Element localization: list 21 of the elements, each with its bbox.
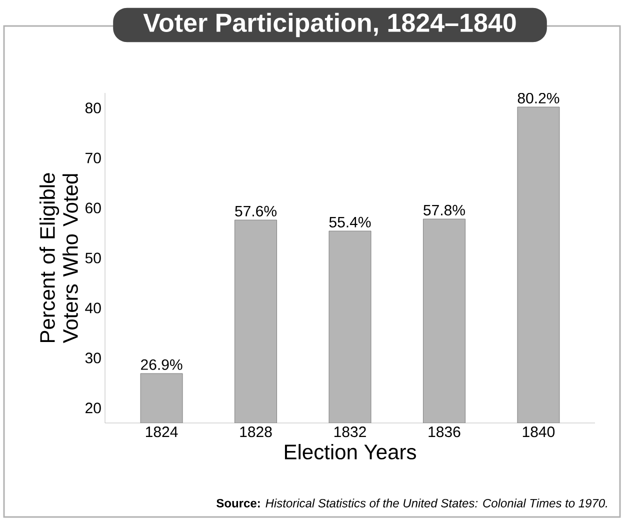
x-tick-label: 1828 bbox=[240, 426, 272, 438]
y-tick-label: 60 bbox=[86, 202, 101, 214]
x-tick-label: 1824 bbox=[146, 426, 178, 438]
y-tick-label: 70 bbox=[86, 152, 101, 164]
y-axis-title: Percent of Eligible Voters Who Voted bbox=[40, 173, 78, 344]
y-tick-label: 30 bbox=[85, 352, 101, 364]
x-tick-label: 1836 bbox=[428, 426, 460, 438]
y-tick-label: 50 bbox=[85, 252, 101, 264]
x-tick-label: 1832 bbox=[334, 426, 366, 438]
data-label: 57.6% bbox=[235, 206, 276, 216]
y-tick-label: 40 bbox=[85, 302, 101, 314]
data-label: 57.8% bbox=[424, 204, 465, 216]
chart-title: Voter Participation, 1824–1840 bbox=[143, 12, 516, 38]
data-label: 26.9% bbox=[141, 359, 182, 370]
y-tick-label: 80 bbox=[85, 102, 101, 114]
x-axis-title: Election Years bbox=[284, 444, 416, 460]
y-tick-label: 20 bbox=[86, 402, 101, 414]
x-tick-label: 1840 bbox=[522, 426, 555, 438]
text: Source: Historical Statistics of the United States: Colonial Times to 1970. bbox=[216, 498, 607, 508]
data-label: 80.2% bbox=[518, 92, 560, 104]
data-label: 55.4% bbox=[329, 216, 371, 228]
